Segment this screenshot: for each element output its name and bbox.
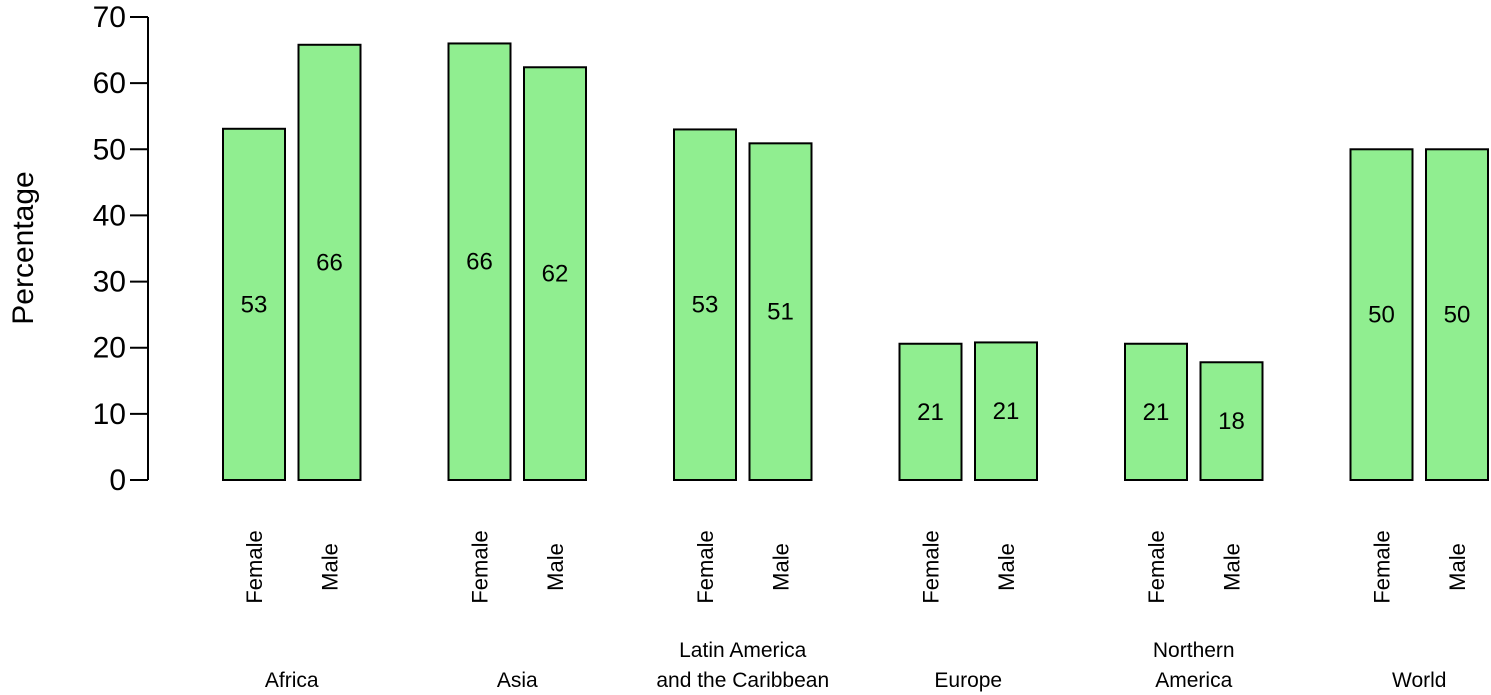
y-tick-label: 70 — [93, 1, 126, 34]
region-label: and the Caribbean — [656, 669, 829, 692]
bar-value-label: 53 — [241, 291, 268, 318]
y-axis-label: Percentage — [7, 171, 40, 324]
bar-female — [673, 128, 737, 481]
bar-female — [1124, 342, 1188, 482]
bar-male — [748, 142, 813, 481]
x-tick-label: Female — [1370, 530, 1395, 603]
x-tick-label: Male — [769, 543, 794, 591]
region-label: Africa — [265, 669, 319, 692]
y-axis: 0 10 20 30 40 50 60 70 — [93, 1, 149, 497]
y-tick-label: 60 — [93, 67, 126, 100]
bar-value-label: 50 — [1368, 302, 1395, 329]
region-label: Europe — [934, 669, 1002, 692]
y-tick-label: 10 — [93, 398, 126, 431]
bars-layer — [222, 42, 1489, 482]
region-label: Asia — [497, 669, 538, 692]
bar-value-label: 51 — [767, 299, 794, 326]
bar-male — [1425, 148, 1489, 482]
x-tick-label: Male — [318, 543, 343, 591]
bar-female — [447, 42, 512, 481]
bar-value-label: 62 — [542, 261, 569, 288]
bar-value-label: 18 — [1218, 408, 1245, 435]
bar-male — [523, 66, 587, 481]
bar-value-label: 50 — [1444, 302, 1471, 329]
x-tick-label: Male — [1220, 543, 1245, 591]
y-tick-label: 40 — [93, 199, 126, 232]
bar-value-label: 53 — [692, 292, 719, 319]
x-tick-label: Male — [1445, 543, 1470, 591]
region-label: World — [1392, 669, 1446, 692]
y-tick-label: 20 — [93, 332, 126, 365]
x-tick-label: Female — [919, 530, 944, 603]
x-tick-label: Female — [242, 530, 267, 603]
y-tick-label: 50 — [93, 133, 126, 166]
y-tick-label: 30 — [93, 266, 126, 299]
bar-female — [222, 127, 286, 481]
region-label: Northern — [1153, 639, 1235, 662]
region-label: America — [1155, 669, 1232, 692]
bar-value-label: 21 — [1143, 399, 1170, 426]
labels-layer: 53 Female 66 Male Africa 66 Female 62 Male Asia 53… — [241, 249, 1471, 692]
x-tick-label: Male — [543, 543, 568, 591]
x-tick-label: Female — [1144, 530, 1169, 603]
bar-value-label: 21 — [993, 398, 1020, 425]
bar-male — [297, 43, 362, 481]
x-tick-label: Male — [994, 543, 1019, 591]
x-tick-label: Female — [693, 530, 718, 603]
bar-male — [974, 341, 1038, 481]
bar-female — [1349, 148, 1414, 482]
x-tick-label: Female — [468, 530, 493, 603]
bar-female — [898, 342, 963, 482]
y-tick-label: 0 — [109, 464, 126, 497]
bar-value-label: 66 — [316, 249, 343, 276]
region-label: Latin America — [679, 639, 807, 662]
bar-value-label: 21 — [917, 399, 944, 426]
bar-value-label: 66 — [466, 249, 493, 276]
bar-male — [1199, 361, 1264, 481]
